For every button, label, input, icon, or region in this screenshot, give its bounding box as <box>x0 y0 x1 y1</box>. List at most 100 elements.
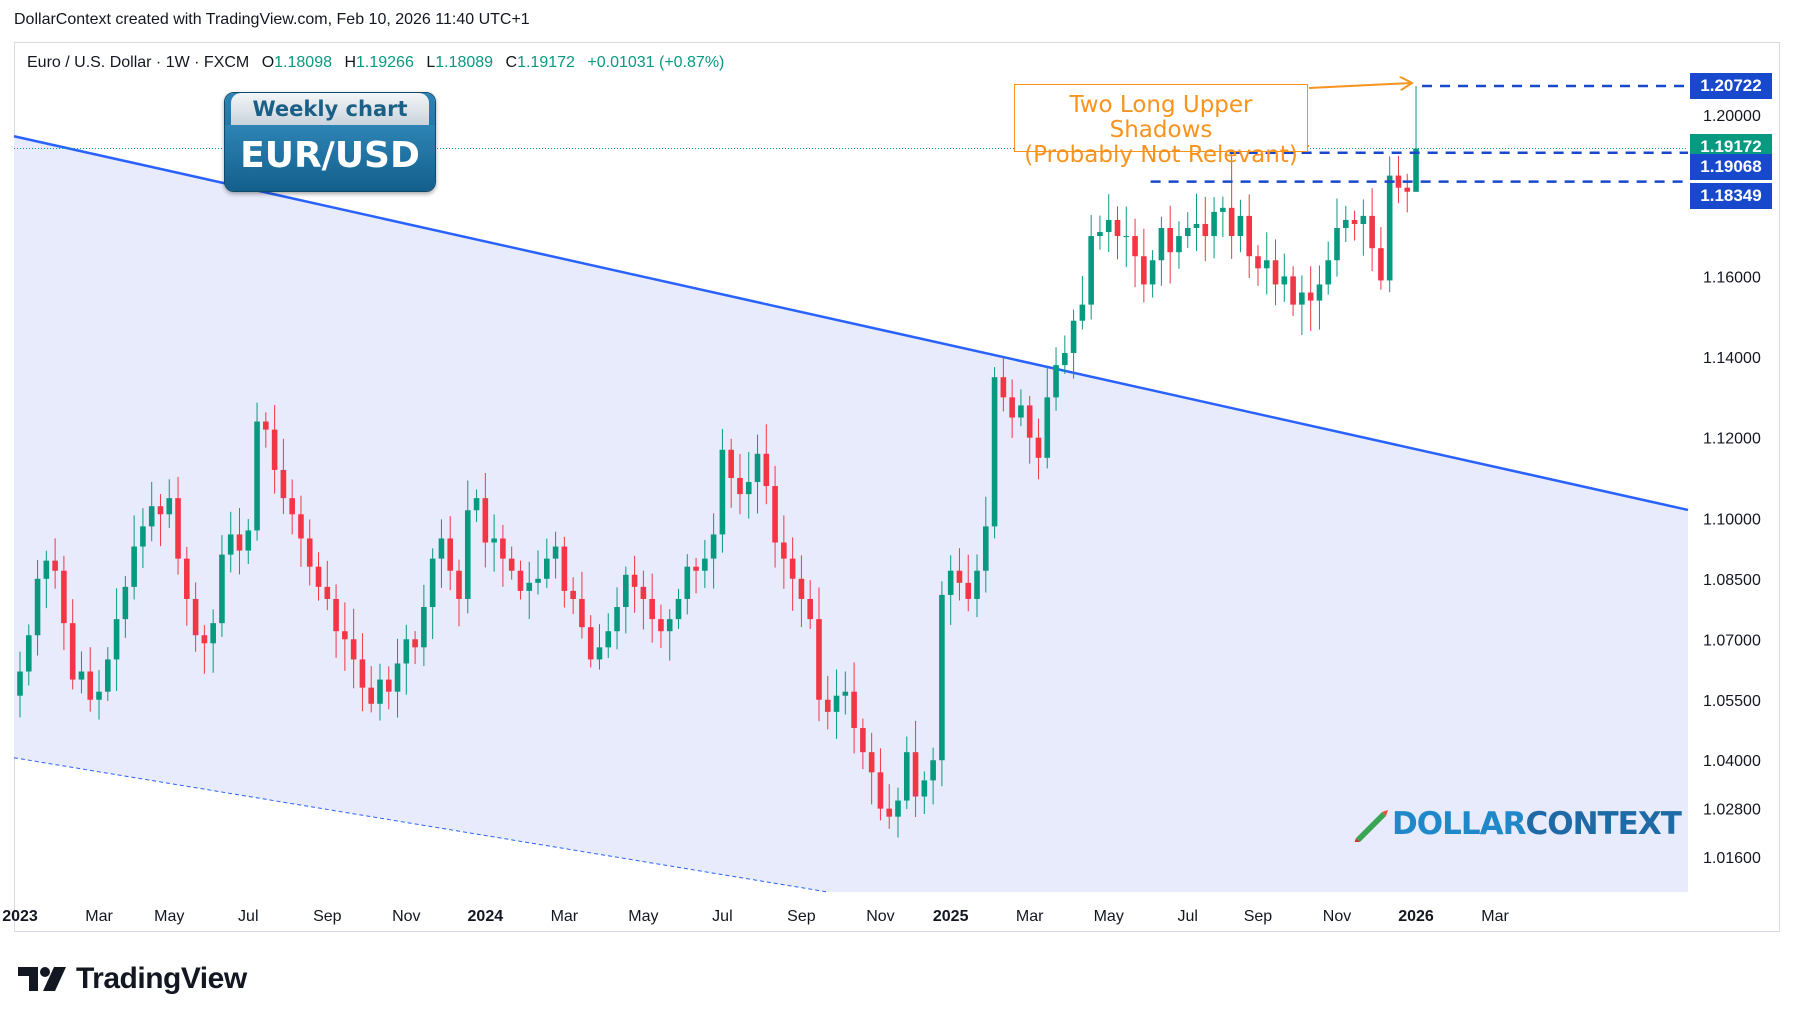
x-tick-label: Sep <box>787 908 816 925</box>
candle-body <box>403 639 410 664</box>
candle-body <box>1070 320 1077 353</box>
candle-body <box>447 538 454 571</box>
y-tick-label: 1.04000 <box>1703 753 1761 770</box>
candle-body <box>157 506 164 515</box>
candle-body <box>1404 187 1411 192</box>
candle-body <box>947 570 954 595</box>
candle-body <box>245 530 252 551</box>
callout-line2: (Probably Not Relevant) <box>1024 142 1298 168</box>
candle-body <box>43 560 50 579</box>
candle-body <box>192 598 199 636</box>
candle-body <box>965 582 972 599</box>
brand-part2: CONTEXT <box>1525 806 1681 842</box>
brand-wordmark: DOLLARCONTEXT <box>1392 806 1682 842</box>
candle-body <box>412 639 418 648</box>
candle-body <box>596 647 603 660</box>
candle-body <box>614 607 620 632</box>
candle-body <box>868 752 875 773</box>
candle-body <box>1176 236 1182 253</box>
x-tick-label: Jul <box>238 908 258 925</box>
candle-body <box>219 554 225 624</box>
candle-body <box>306 538 313 567</box>
candle-body <box>210 623 216 644</box>
candle-body <box>517 570 524 591</box>
candle-body <box>1184 228 1191 237</box>
candle-body <box>315 566 322 587</box>
y-tick-label: 1.20000 <box>1703 108 1761 125</box>
candle-body <box>1167 228 1173 253</box>
candle-body <box>1237 215 1244 237</box>
x-tick-label: 2025 <box>933 908 969 925</box>
callout-box[interactable]: Two Long Upper Shadows (Probably Not Rel… <box>1014 84 1308 168</box>
tradingview-logo[interactable]: TradingView <box>18 962 247 996</box>
candle-body <box>1272 260 1279 285</box>
candle-body <box>78 671 85 680</box>
candle-body <box>570 590 576 599</box>
candle-body <box>860 727 866 753</box>
channel-layer <box>13 135 1689 893</box>
candle-body <box>1281 276 1288 285</box>
candle-body <box>1351 219 1358 224</box>
channel-fill <box>14 136 1688 892</box>
y-tick-label: 1.05500 <box>1703 693 1761 710</box>
candle-body <box>280 469 287 499</box>
x-tick-label: Nov <box>1323 908 1351 925</box>
candle-body <box>1228 207 1235 237</box>
candle-body <box>1378 248 1384 281</box>
candle-body <box>429 558 436 608</box>
candle-body <box>1044 397 1051 458</box>
candle-body <box>1255 256 1261 269</box>
candle-body <box>877 772 884 809</box>
tradingview-logo-icon <box>18 967 66 991</box>
candle-body <box>464 510 471 599</box>
candle-body <box>17 671 23 696</box>
candle-body <box>34 578 41 636</box>
candle-body <box>52 560 58 571</box>
candle-body <box>1105 219 1112 233</box>
high-value: 1.19266 <box>356 54 414 71</box>
candle-body <box>1360 215 1367 224</box>
candle-body <box>1062 352 1068 366</box>
candle-body <box>324 586 331 599</box>
candle-body <box>1334 228 1340 261</box>
candle-body <box>87 671 94 700</box>
symbol-label[interactable]: Euro / U.S. Dollar · 1W · FXCM <box>27 54 250 71</box>
brand-part1: DOLLAR <box>1392 806 1526 842</box>
candle-body <box>684 566 691 599</box>
candle-body <box>649 598 655 620</box>
candle-body <box>140 526 146 547</box>
x-tick-label: Nov <box>866 908 894 925</box>
y-tick-label: 1.02800 <box>1703 802 1761 819</box>
candle-body <box>1307 292 1314 301</box>
candle-body <box>886 808 893 817</box>
candle-body <box>394 663 401 692</box>
candle-body <box>1114 219 1121 237</box>
candle-body <box>983 526 989 571</box>
x-tick-label: Sep <box>313 908 342 925</box>
candle-body <box>833 695 840 712</box>
callout-line1: Two Long Upper Shadows <box>1069 92 1253 143</box>
candle-body <box>728 449 734 478</box>
candle-body <box>842 691 849 696</box>
candle-body <box>421 607 427 648</box>
candle-body <box>456 570 462 599</box>
candle-body <box>544 558 550 579</box>
candle-body <box>772 486 778 543</box>
x-tick-label: May <box>1094 908 1124 925</box>
candle-body <box>1395 175 1402 188</box>
candle-body <box>666 619 673 632</box>
x-axis: 2023 Mar May Jul Sep Nov 2024 Mar May Jul Sep Nov 20… <box>2 908 1509 925</box>
tradingview-logo-text: TradingView <box>76 962 247 995</box>
candle-body <box>781 542 787 559</box>
lower-channel-line <box>13 757 828 893</box>
candle-body <box>1158 228 1165 261</box>
x-tick-label: 2024 <box>468 908 504 925</box>
candle-body <box>1316 284 1323 301</box>
candle-body <box>184 558 190 599</box>
candle-body <box>1299 292 1305 305</box>
candle-body <box>508 558 515 571</box>
candle-body <box>1035 437 1042 458</box>
candle-body <box>640 586 647 599</box>
y-tick-label: 1.01600 <box>1703 850 1761 867</box>
